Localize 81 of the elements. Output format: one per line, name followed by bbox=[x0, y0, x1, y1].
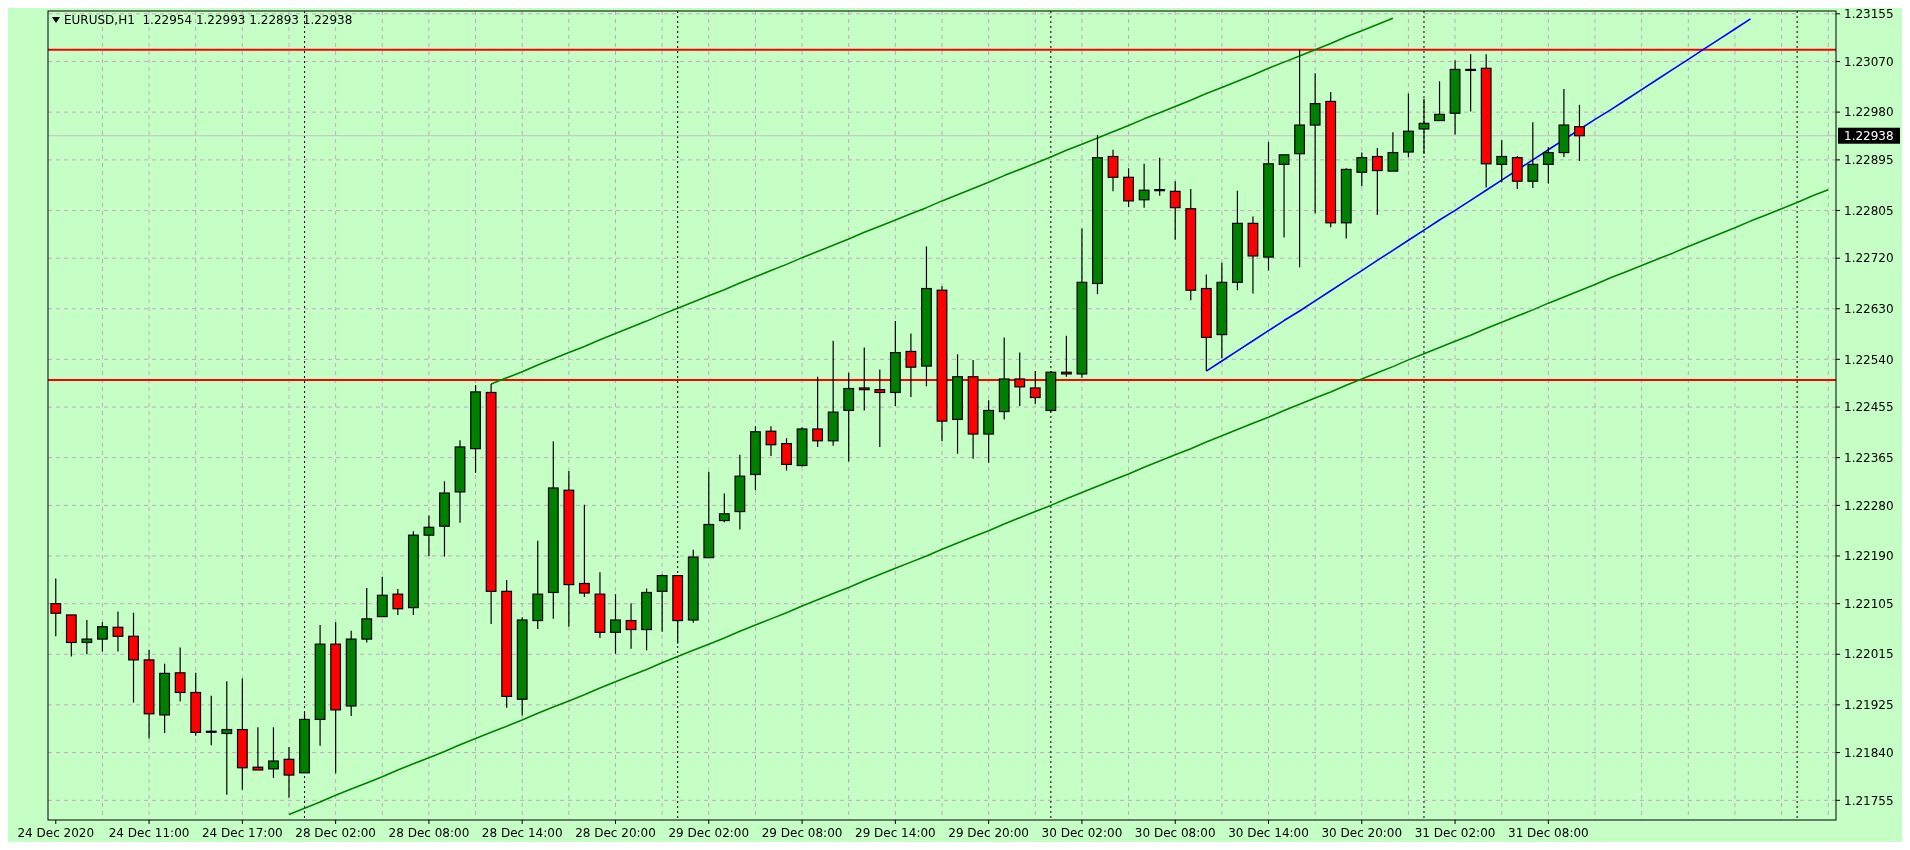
y-tick-label: 1.21925 bbox=[1844, 698, 1894, 713]
y-tick-label: 1.22805 bbox=[1844, 203, 1894, 218]
y-tick-label: 1.22540 bbox=[1844, 352, 1894, 367]
x-tick-label: 29 Dec 20:00 bbox=[948, 826, 1029, 840]
candlestick bbox=[1387, 131, 1399, 172]
candlestick bbox=[50, 577, 62, 637]
y-tick-label: 1.22455 bbox=[1844, 400, 1894, 415]
candlestick bbox=[283, 746, 295, 799]
candlestick bbox=[376, 576, 388, 618]
candlestick bbox=[843, 372, 855, 463]
x-tick-label: 30 Dec 14:00 bbox=[1228, 826, 1309, 840]
x-tick-label: 28 Dec 02:00 bbox=[295, 826, 376, 840]
x-tick-label: 28 Dec 14:00 bbox=[481, 826, 563, 840]
candlestick bbox=[1060, 335, 1072, 378]
x-tick-label: 31 Dec 02:00 bbox=[1414, 826, 1496, 840]
line-series bbox=[1205, 18, 1752, 372]
candlestick bbox=[392, 588, 404, 616]
candlestick bbox=[128, 612, 139, 704]
candlestick bbox=[423, 514, 435, 557]
x-tick-label: 30 Dec 20:00 bbox=[1321, 826, 1403, 840]
y-tick-label: 1.23155 bbox=[1844, 7, 1894, 22]
candlestick bbox=[81, 619, 93, 655]
candlestick bbox=[221, 680, 233, 796]
y-tick-label: 1.22105 bbox=[1844, 596, 1894, 611]
x-tick-label: 29 Dec 08:00 bbox=[761, 826, 843, 840]
y-tick-label: 1.22280 bbox=[1844, 498, 1894, 513]
x-tick-label: 29 Dec 02:00 bbox=[668, 826, 750, 840]
y-tick-label: 1.22895 bbox=[1844, 153, 1894, 168]
candlestick bbox=[1542, 146, 1554, 185]
candlestick bbox=[578, 504, 590, 598]
candlestick bbox=[625, 602, 637, 650]
y-tick-label: 1.22630 bbox=[1844, 301, 1894, 316]
chart-title: EURUSD,H1 1.22954 1.22993 1.22893 1.22938 bbox=[64, 13, 353, 27]
candlestick bbox=[1527, 121, 1539, 189]
candlestick bbox=[1465, 53, 1477, 113]
candlestick bbox=[983, 399, 995, 464]
candlestick bbox=[1278, 154, 1290, 239]
y-tick-label: 1.21840 bbox=[1844, 745, 1894, 760]
candlestick bbox=[781, 437, 792, 472]
y-tick-label: 1.22015 bbox=[1844, 647, 1894, 662]
x-tick-label: 29 Dec 14:00 bbox=[855, 826, 936, 840]
candlestick bbox=[1138, 163, 1150, 209]
candlestick bbox=[718, 492, 730, 523]
candlestick bbox=[1511, 155, 1523, 190]
x-tick-label: 24 Dec 11:00 bbox=[108, 826, 190, 840]
candlestick bbox=[361, 587, 373, 644]
candlestick bbox=[1496, 139, 1508, 183]
candlestick bbox=[112, 610, 124, 653]
candlestick bbox=[1356, 151, 1368, 187]
candlestick bbox=[205, 695, 217, 746]
x-tick-label: 24 Dec 17:00 bbox=[202, 826, 283, 840]
candlestick bbox=[1434, 80, 1445, 122]
line-series bbox=[288, 188, 1830, 816]
x-tick-label: 30 Dec 08:00 bbox=[1134, 826, 1216, 840]
candlestick bbox=[1403, 92, 1414, 158]
candlestick bbox=[1169, 180, 1181, 241]
x-tick-label: 28 Dec 20:00 bbox=[575, 826, 656, 840]
candlestick bbox=[1154, 157, 1166, 197]
y-tick-label: 1.22980 bbox=[1844, 105, 1894, 120]
x-tick-label: 28 Dec 08:00 bbox=[388, 826, 470, 840]
candlestick bbox=[174, 646, 186, 703]
candlestick bbox=[656, 573, 668, 633]
candlestick bbox=[1123, 167, 1134, 208]
y-tick-label: 1.22365 bbox=[1844, 450, 1894, 465]
candlestick bbox=[252, 726, 264, 771]
x-tick-label: 30 Dec 02:00 bbox=[1041, 826, 1123, 840]
y-tick-label: 1.22720 bbox=[1844, 251, 1894, 266]
candlestick bbox=[1574, 104, 1585, 162]
y-tick-label: 1.22190 bbox=[1844, 549, 1894, 564]
x-tick-label: 31 Dec 08:00 bbox=[1508, 826, 1589, 840]
candlestick bbox=[268, 726, 279, 779]
y-tick-label: 1.21755 bbox=[1844, 793, 1894, 808]
y-tick-label: 1.23070 bbox=[1844, 54, 1894, 69]
candlestick bbox=[610, 593, 621, 655]
x-tick-label: 24 Dec 2020 bbox=[17, 826, 95, 840]
line-series bbox=[490, 17, 1394, 385]
candlestick bbox=[1107, 149, 1119, 192]
candlestick bbox=[1309, 72, 1321, 214]
ref-line-label: 1.22938 bbox=[1844, 128, 1894, 143]
candlestick bbox=[97, 621, 108, 653]
candlestick bbox=[1371, 147, 1383, 216]
